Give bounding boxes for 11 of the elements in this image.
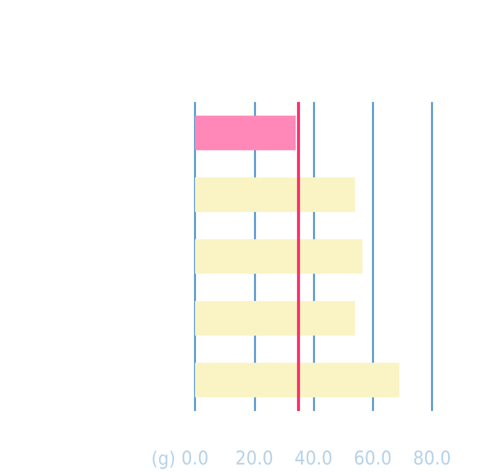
x-tick-label: 0.0 bbox=[181, 448, 209, 470]
bar bbox=[195, 239, 362, 274]
bar bbox=[195, 362, 400, 398]
x-tick-label: 20.0 bbox=[235, 448, 274, 470]
bar bbox=[195, 116, 296, 150]
x-axis-title: (g) bbox=[151, 448, 176, 470]
bar bbox=[195, 177, 355, 212]
x-tick-label: 80.0 bbox=[412, 448, 452, 470]
bar bbox=[195, 300, 355, 336]
x-tick-label: 40.0 bbox=[294, 448, 333, 470]
x-tick-label: 60.0 bbox=[354, 448, 392, 470]
